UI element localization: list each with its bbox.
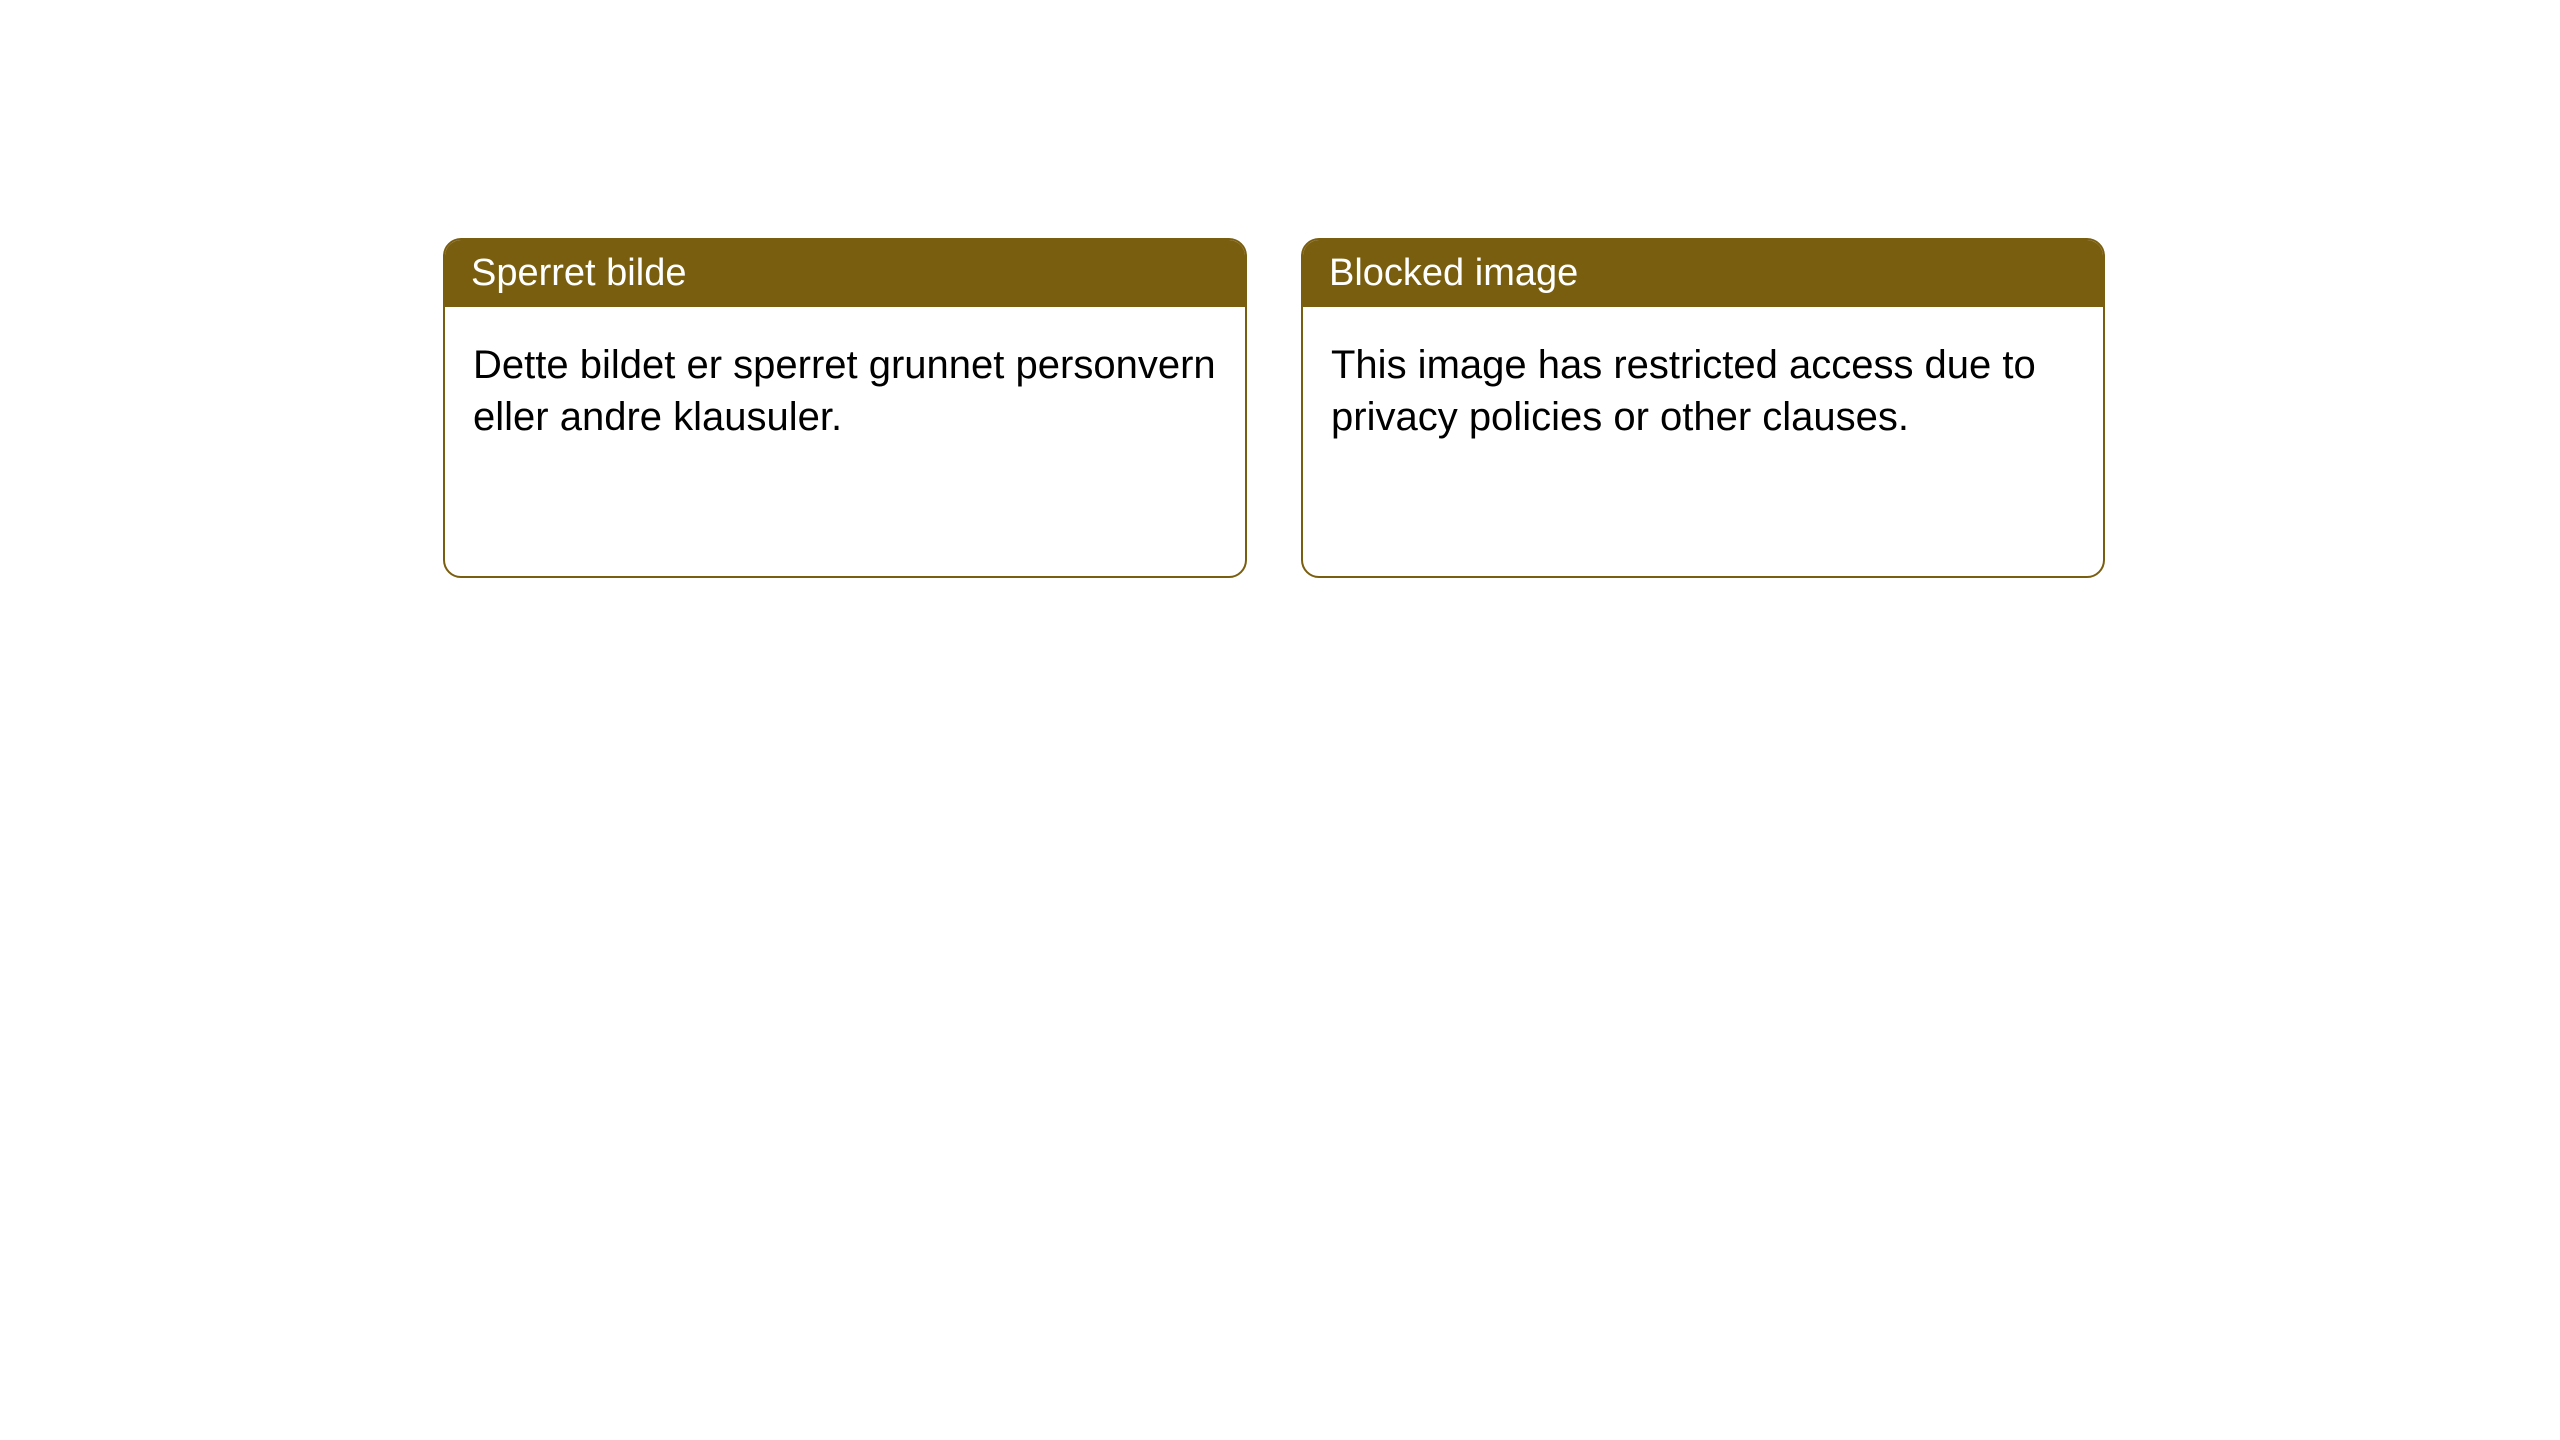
notice-card-body: Dette bildet er sperret grunnet personve… [445, 307, 1245, 475]
notice-card-container: Sperret bilde Dette bildet er sperret gr… [0, 0, 2560, 578]
notice-card-norwegian: Sperret bilde Dette bildet er sperret gr… [443, 238, 1247, 578]
notice-card-english: Blocked image This image has restricted … [1301, 238, 2105, 578]
notice-card-body: This image has restricted access due to … [1303, 307, 2103, 475]
notice-card-title: Blocked image [1303, 240, 2103, 307]
notice-card-title: Sperret bilde [445, 240, 1245, 307]
